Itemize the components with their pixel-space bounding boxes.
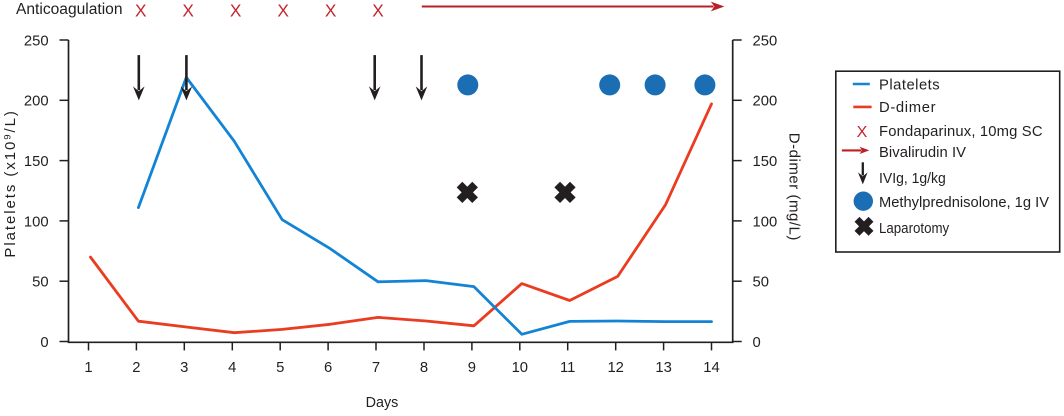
svg-text:9: 9: [2, 134, 13, 139]
svg-text:3: 3: [180, 360, 188, 376]
svg-text:Fondaparinux, 10mg SC: Fondaparinux, 10mg SC: [879, 124, 1043, 140]
svg-text:X: X: [325, 0, 337, 20]
svg-text:D-dimer (mg/L): D-dimer (mg/L): [785, 133, 802, 241]
svg-text:4: 4: [228, 360, 236, 376]
svg-text:11: 11: [560, 360, 575, 376]
svg-text:Anticoagulation: Anticoagulation: [16, 1, 123, 18]
svg-text:6: 6: [324, 360, 332, 376]
svg-text:13: 13: [655, 360, 671, 376]
svg-text:200: 200: [753, 94, 778, 110]
svg-text:1: 1: [84, 360, 92, 376]
svg-text:10: 10: [512, 360, 528, 376]
svg-text:X: X: [182, 0, 194, 20]
svg-text:50: 50: [753, 275, 769, 291]
svg-text:5: 5: [276, 360, 284, 376]
svg-text:Days: Days: [366, 395, 399, 411]
svg-text:X: X: [857, 124, 868, 141]
svg-text:X: X: [277, 0, 289, 20]
svg-text:100: 100: [24, 214, 49, 230]
svg-text:Methylprednisolone, 1g IV: Methylprednisolone, 1g IV: [879, 195, 1049, 211]
svg-text:0: 0: [753, 335, 761, 351]
svg-text:2: 2: [132, 360, 140, 376]
svg-text:250: 250: [753, 33, 778, 49]
svg-text:14: 14: [703, 360, 719, 376]
svg-text:9: 9: [468, 360, 476, 376]
svg-text:150: 150: [753, 154, 778, 170]
svg-text:0: 0: [40, 335, 48, 351]
svg-text:X: X: [230, 0, 242, 20]
svg-text:100: 100: [753, 214, 778, 230]
svg-text:250: 250: [24, 33, 49, 49]
svg-text:50: 50: [32, 275, 48, 291]
svg-text:Bivalirudin IV: Bivalirudin IV: [879, 145, 966, 161]
svg-text:X: X: [135, 0, 147, 20]
svg-text:D-dimer: D-dimer: [879, 100, 936, 116]
svg-text:200: 200: [24, 94, 49, 110]
svg-text:Platelets (x10: Platelets (x10: [2, 140, 19, 258]
svg-text:X: X: [372, 0, 384, 20]
svg-text:Laparotomy: Laparotomy: [879, 221, 950, 237]
svg-text:7: 7: [372, 360, 380, 376]
svg-text:IVIg, 1g/kg: IVIg, 1g/kg: [879, 171, 946, 187]
svg-text:8: 8: [420, 360, 428, 376]
svg-text:150: 150: [24, 154, 49, 170]
svg-text:12: 12: [607, 360, 623, 376]
svg-text:/L): /L): [2, 109, 19, 132]
svg-text:Platelets: Platelets: [879, 77, 940, 93]
